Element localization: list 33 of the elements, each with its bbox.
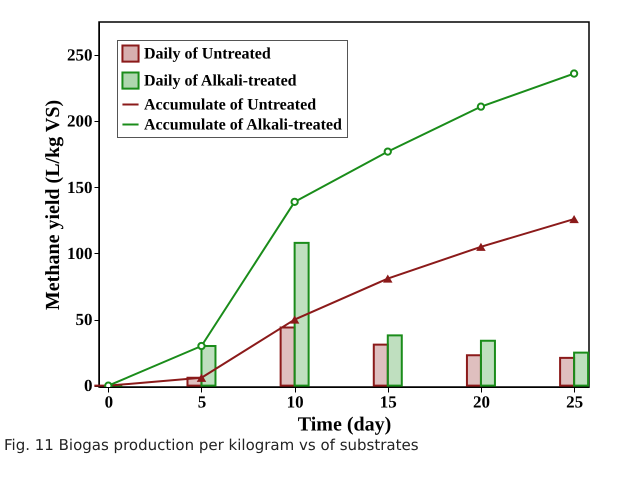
legend-label: Daily of Untreated: [144, 46, 271, 62]
point: [196, 374, 206, 382]
y-axis-title: Methane yield (L/kg VS): [42, 100, 64, 310]
bar: [480, 340, 496, 387]
bar: [294, 242, 310, 387]
x-tick-label: 0: [104, 392, 114, 412]
y-tick-label: 150: [67, 178, 92, 197]
bar: [573, 352, 590, 387]
caption: Fig. 11 Biogas production per kilogram vs of substrates: [4, 436, 419, 454]
point: [570, 69, 578, 78]
legend-label: Accumulate of Untreated: [144, 96, 316, 114]
x-axis-title: Time (day): [298, 414, 392, 436]
point: [569, 214, 579, 224]
y-tick-label: 0: [84, 376, 92, 396]
x-tick-label: 10: [286, 392, 304, 412]
y-tick-label: 100: [67, 244, 92, 263]
x-tick-label: 5: [198, 392, 206, 412]
point: [290, 315, 300, 324]
legend-label: Daily of Alkali-treated: [144, 72, 297, 90]
y-tick-label: 200: [67, 112, 92, 131]
y-tick-label: 250: [67, 46, 92, 65]
y-tick-label: 50: [76, 310, 92, 330]
bar: [386, 334, 403, 387]
point: [197, 342, 206, 350]
point: [476, 242, 486, 251]
x-tick-label: 15: [380, 392, 397, 412]
point: [290, 198, 299, 206]
point: [383, 274, 393, 283]
point: [384, 147, 392, 156]
point: [476, 102, 486, 111]
x-tick-label: 20: [472, 392, 490, 412]
legend-label: Accumulate of Alkali-treated: [144, 116, 342, 134]
x-tick-label: 25: [566, 392, 584, 412]
